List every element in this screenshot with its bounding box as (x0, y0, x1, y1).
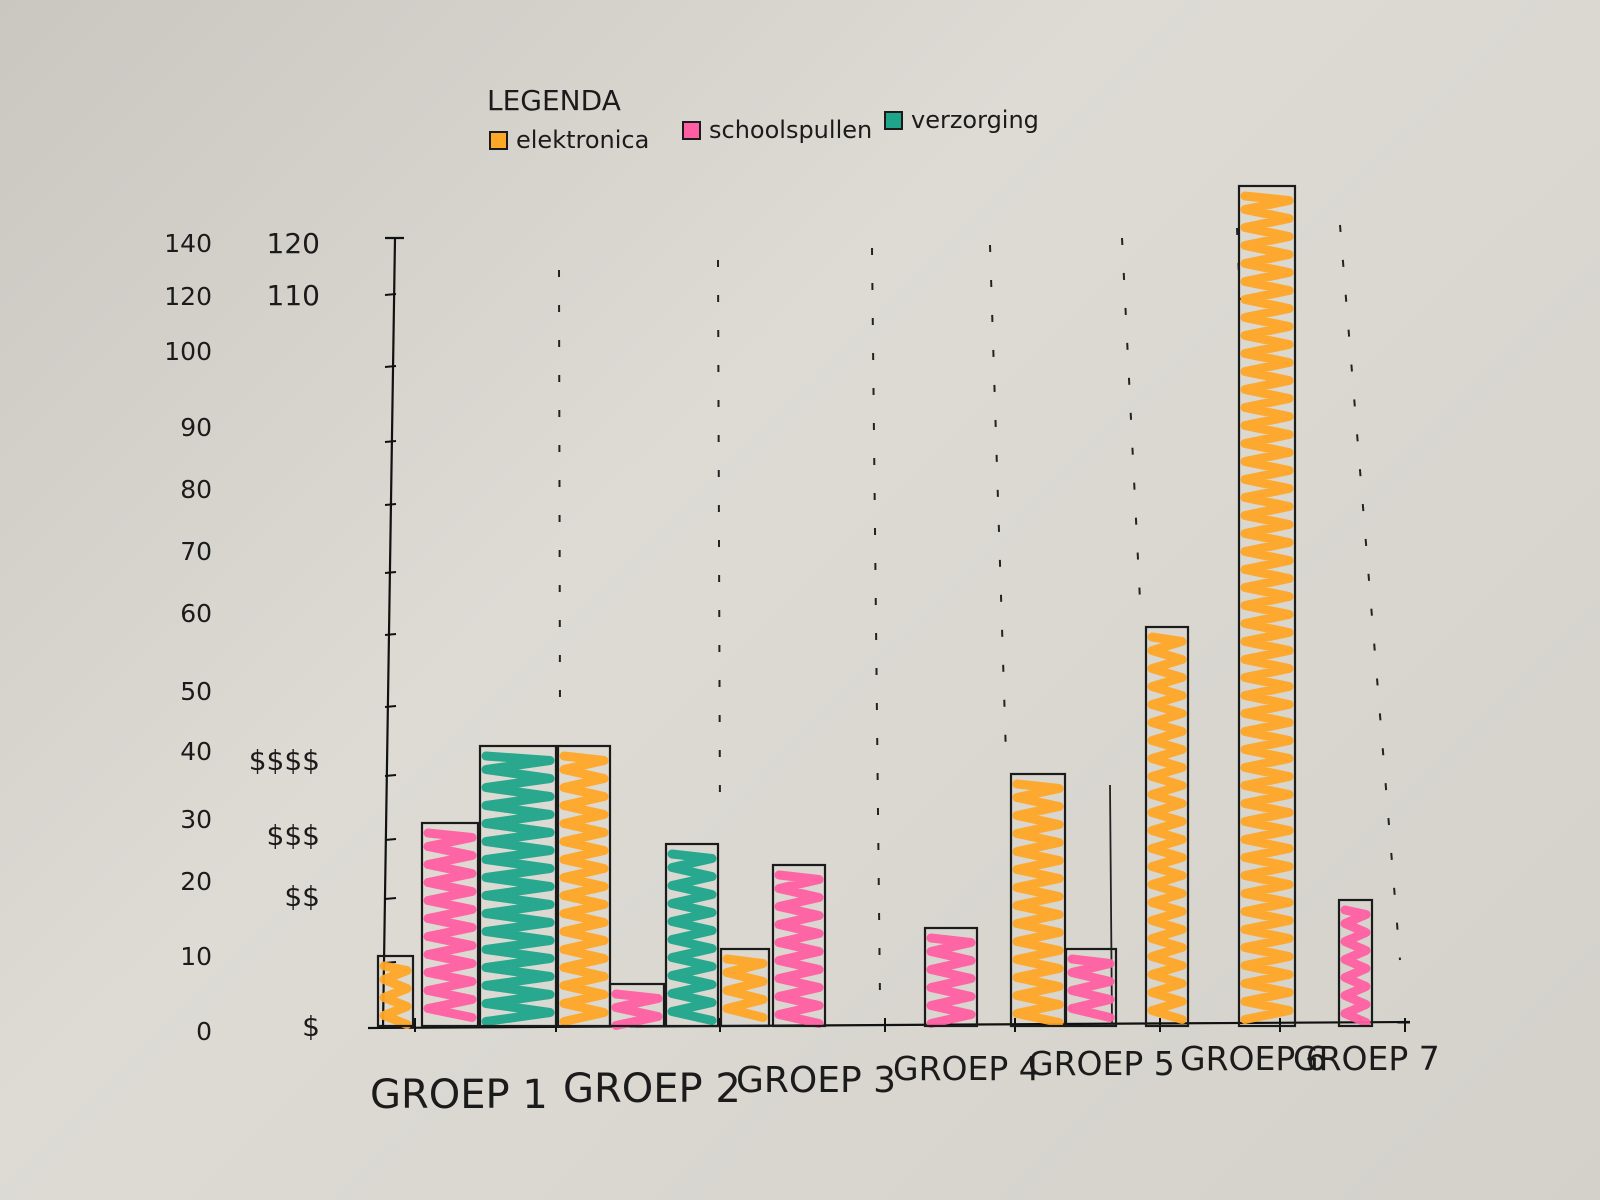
bar (608, 982, 666, 1028)
legend-title: LEGENDA (487, 84, 621, 117)
bar (1009, 772, 1067, 1028)
bar-fill (722, 954, 768, 1022)
bar (478, 744, 558, 1028)
bar-fill (1147, 632, 1187, 1024)
y-tick-label-right: 110 (267, 279, 320, 312)
bar-fill (481, 751, 555, 1026)
x-tick-label: GROEP 1 (370, 1072, 548, 1118)
y-tick (384, 440, 397, 443)
bar-fill (423, 828, 477, 1022)
y-tick-label-right: $ (302, 1010, 320, 1043)
y-tick (384, 571, 397, 574)
bar (1064, 947, 1118, 1028)
bar-fill (611, 989, 663, 1030)
legend-label: verzorging (911, 106, 1039, 134)
bar-fill (774, 870, 824, 1028)
y-tick (384, 838, 397, 841)
y-tick (384, 633, 397, 636)
bars (376, 184, 1374, 1030)
group-separator (871, 247, 881, 1001)
y-tick-label-left: 80 (180, 475, 212, 504)
group-separator (558, 269, 561, 717)
y-axis-line (381, 237, 397, 1029)
group-separator (989, 244, 1007, 756)
y-tick-label-left: 20 (180, 867, 212, 896)
y-tick-label-right: 120 (267, 227, 320, 260)
y-tick-label-left: 90 (180, 413, 212, 442)
bar-fill (926, 933, 976, 1028)
bar-outline-extra (1109, 784, 1113, 1025)
y-tick (384, 365, 397, 368)
bar (719, 947, 771, 1028)
bar-fill (667, 849, 717, 1025)
y-tick-label-left: 50 (180, 677, 212, 706)
bar-fill (1067, 954, 1115, 1022)
y-tick-label-left: 30 (180, 805, 212, 834)
x-tick-label: GROEP 7 (1293, 1039, 1440, 1078)
bar-fill (1340, 905, 1371, 1027)
y-tick-label-right: $$$ (267, 819, 320, 852)
legend-label: elektronica (516, 126, 649, 154)
y-tick (384, 293, 397, 296)
bar (1237, 184, 1297, 1028)
bar (376, 954, 415, 1028)
y-tick-label-left: 100 (164, 337, 212, 366)
x-tick-label: GROEP 5 (1028, 1044, 1175, 1083)
group-separator (1339, 224, 1401, 961)
bar (923, 926, 979, 1028)
group-separator (717, 259, 721, 821)
y-tick-label-left: 40 (180, 737, 212, 766)
legend: LEGENDA elektronica schoolspullen verzorgi… (487, 84, 1039, 154)
bar-fill (559, 751, 609, 1026)
bar (556, 744, 612, 1028)
bar (1144, 625, 1190, 1028)
y-tick (384, 705, 397, 708)
y-tick (384, 503, 397, 506)
y-tick-label-right: $$$$ (249, 744, 320, 777)
legend-swatch (682, 121, 701, 140)
y-tick (384, 897, 397, 900)
x-tick-label: GROEP 2 (563, 1066, 741, 1112)
bar (420, 821, 480, 1028)
group-separator (1121, 237, 1141, 601)
bar-fill (1240, 191, 1294, 1024)
y-tick-label-left: 60 (180, 599, 212, 628)
y-tick-label-left: 0 (196, 1017, 212, 1046)
legend-label: schoolspullen (709, 116, 872, 144)
bar-fill (379, 961, 412, 1029)
y-tick-label-left: 70 (180, 537, 212, 566)
legend-swatch (489, 131, 508, 150)
bar (771, 863, 827, 1028)
y-tick-label-left: 140 (164, 229, 212, 258)
y-tick-label-left: 120 (164, 282, 212, 311)
y-tick-label-left: 10 (180, 942, 212, 971)
bar (1337, 898, 1374, 1028)
x-tick-label: GROEP 6 (1180, 1039, 1327, 1078)
y-axis-labels-left: 0 10 20 30 40 50 60 70 80 90 100 120 140 (164, 229, 212, 1046)
y-tick-label-right: $$ (284, 880, 320, 913)
y-tick (384, 774, 397, 777)
bar (664, 842, 720, 1028)
legend-swatch (884, 111, 903, 130)
x-tick-label: GROEP 3 (736, 1060, 896, 1101)
x-tick-label: GROEP 4 (893, 1049, 1040, 1088)
bar-fill (1012, 779, 1064, 1027)
